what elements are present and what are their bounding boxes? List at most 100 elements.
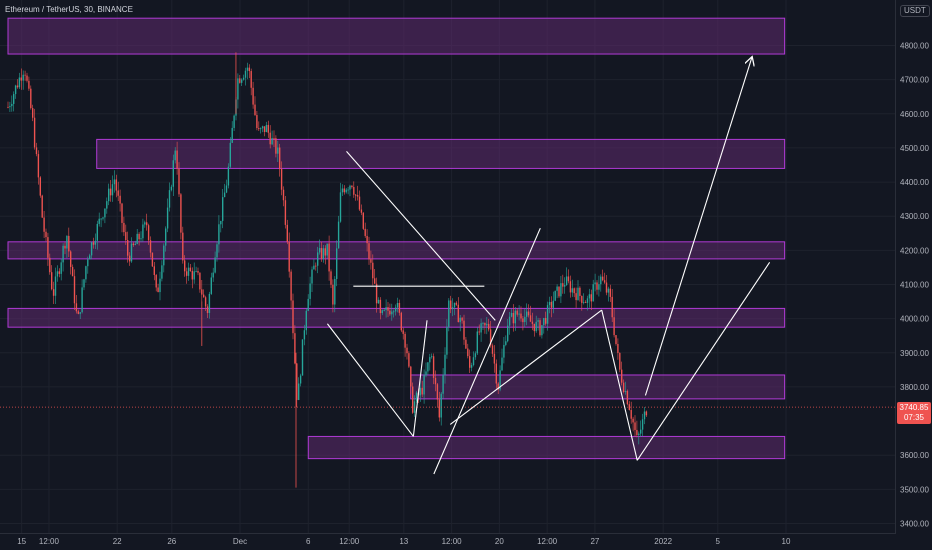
candle [588, 288, 591, 308]
candle [356, 185, 359, 201]
candle-body [85, 266, 87, 280]
candle [206, 304, 209, 318]
candle [195, 266, 197, 273]
candle-body [389, 310, 391, 315]
candle-body [250, 71, 252, 88]
candle-body [37, 154, 40, 178]
chart-title: Ethereum / TetherUS, 30, BINANCE [5, 5, 133, 14]
candle [402, 327, 404, 340]
candle [263, 126, 266, 137]
candle-body [275, 138, 277, 154]
candle [398, 299, 401, 316]
candle [261, 125, 264, 133]
candle-body [165, 228, 167, 246]
candle [208, 291, 211, 319]
candle-body [51, 272, 53, 290]
candle [81, 279, 83, 314]
candle-body [554, 290, 556, 301]
candle [13, 91, 15, 112]
time-tick-label: 10 [782, 537, 791, 546]
candle-body [307, 298, 309, 311]
candle-body [543, 318, 545, 326]
candle-body [529, 315, 532, 322]
candle-body [377, 299, 380, 304]
candle [436, 382, 439, 408]
candle-body [30, 88, 32, 109]
candle [554, 290, 556, 302]
candle [288, 232, 290, 278]
candle-body [239, 78, 241, 83]
candle-body [497, 383, 499, 390]
candle [643, 406, 646, 425]
price-tick-label: 3600.00 [900, 451, 929, 460]
price-tick-label: 4100.00 [900, 281, 929, 290]
candle [315, 262, 317, 271]
candle-body [583, 302, 585, 304]
candle-body [448, 300, 450, 327]
candle-body [193, 271, 195, 280]
candle [505, 335, 507, 347]
candle-body [94, 240, 97, 245]
candle [73, 269, 76, 310]
candle [351, 185, 353, 189]
candle [575, 287, 577, 308]
candle [476, 327, 478, 356]
candle [393, 309, 395, 318]
candle [271, 130, 273, 146]
candle-body [104, 208, 106, 218]
candle [336, 240, 338, 287]
candle [242, 74, 245, 81]
candle-body [212, 272, 214, 278]
candle-body [294, 333, 296, 364]
candle-body [425, 371, 427, 376]
candle [248, 64, 250, 79]
candle-body [472, 357, 475, 366]
candle-body [451, 307, 454, 310]
candle [161, 260, 163, 282]
candle-body [170, 186, 173, 191]
candle-body [491, 345, 494, 354]
candle-body [271, 137, 273, 145]
candle [39, 176, 41, 198]
candle-body [573, 288, 575, 294]
candle-body [341, 188, 344, 193]
candle-body [7, 106, 9, 108]
candle [317, 246, 319, 274]
candle [626, 389, 629, 406]
candle-body [499, 370, 501, 390]
candle-body [400, 312, 402, 331]
candle [18, 72, 21, 89]
candle-body [233, 115, 235, 128]
price-tick-label: 4400.00 [900, 178, 929, 187]
candle-body [632, 418, 634, 423]
candle-body [364, 228, 366, 236]
candle [54, 267, 57, 304]
candle [102, 216, 104, 221]
currency-badge[interactable]: USDT [900, 5, 930, 17]
candle [165, 226, 167, 252]
time-tick-label: 15 [17, 537, 26, 546]
candle [290, 269, 292, 310]
candle-body [229, 142, 231, 167]
candle [26, 72, 28, 83]
candle-body [535, 321, 537, 332]
candle [545, 311, 547, 326]
candle-body [602, 276, 604, 281]
candle [556, 284, 558, 299]
candle [75, 294, 78, 314]
candle-body [252, 87, 254, 105]
candle [121, 202, 123, 233]
candle [550, 296, 553, 318]
candle [269, 125, 271, 149]
candle [140, 231, 142, 243]
candle [258, 121, 260, 132]
candle [455, 301, 458, 306]
candle-body [77, 311, 79, 314]
candle [256, 111, 258, 131]
candle-body [62, 245, 64, 263]
candle-body [564, 285, 566, 287]
candle-body [49, 257, 51, 273]
candle-body [151, 252, 154, 267]
